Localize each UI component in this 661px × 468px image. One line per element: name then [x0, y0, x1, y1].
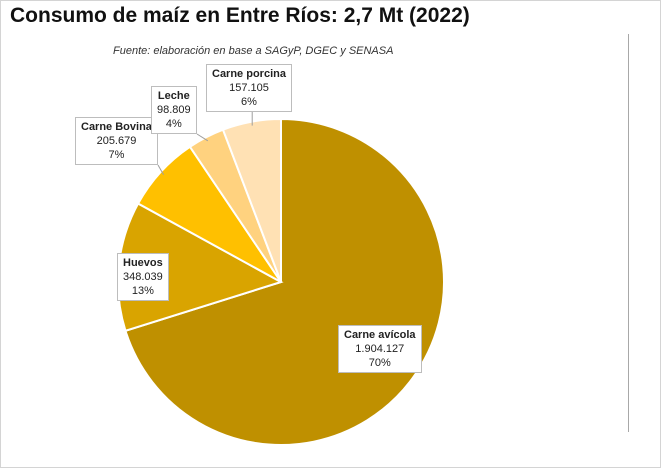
data-label-name: Carne porcina: [212, 68, 286, 80]
data-label-value: 98.809: [157, 104, 191, 116]
data-label-value: 348.039: [123, 271, 163, 283]
leader-line-carne-bovina: [157, 164, 165, 176]
data-label-name: Huevos: [123, 257, 163, 269]
data-label-name: Carne avícola: [344, 329, 416, 341]
data-label-value: 1.904.127: [355, 343, 405, 355]
right-divider-line: [628, 34, 629, 432]
data-label-percent: 7%: [108, 149, 125, 161]
data-label-percent: 6%: [241, 96, 257, 108]
leader-line-leche: [196, 133, 209, 142]
chart-subtitle: Fuente: elaboración en base a SAGyP, DGE…: [113, 45, 394, 57]
data-label-percent: 13%: [131, 285, 154, 297]
data-label-name: Carne Bovina: [81, 121, 152, 133]
data-label-leche: Leche 98.809 4%: [151, 86, 197, 134]
pie-slice-carne-porcina: [221, 117, 282, 283]
data-label-percent: 4%: [165, 118, 182, 130]
data-label-huevos: Huevos 348.039 13%: [117, 253, 169, 301]
data-label-carne-porcina: Carne porcina 157.105 6%: [206, 64, 292, 112]
data-label-value: 205.679: [96, 135, 137, 147]
data-label-value: 157.105: [229, 82, 269, 94]
data-label-percent: 70%: [368, 357, 391, 369]
data-label-name: Leche: [157, 90, 190, 102]
data-label-carne-av-cola: Carne avícola 1.904.127 70%: [338, 325, 422, 373]
chart-title: Consumo de maíz en Entre Ríos: 2,7 Mt (2…: [10, 4, 470, 27]
data-label-carne-bovina: Carne Bovina 205.679 7%: [75, 117, 158, 165]
